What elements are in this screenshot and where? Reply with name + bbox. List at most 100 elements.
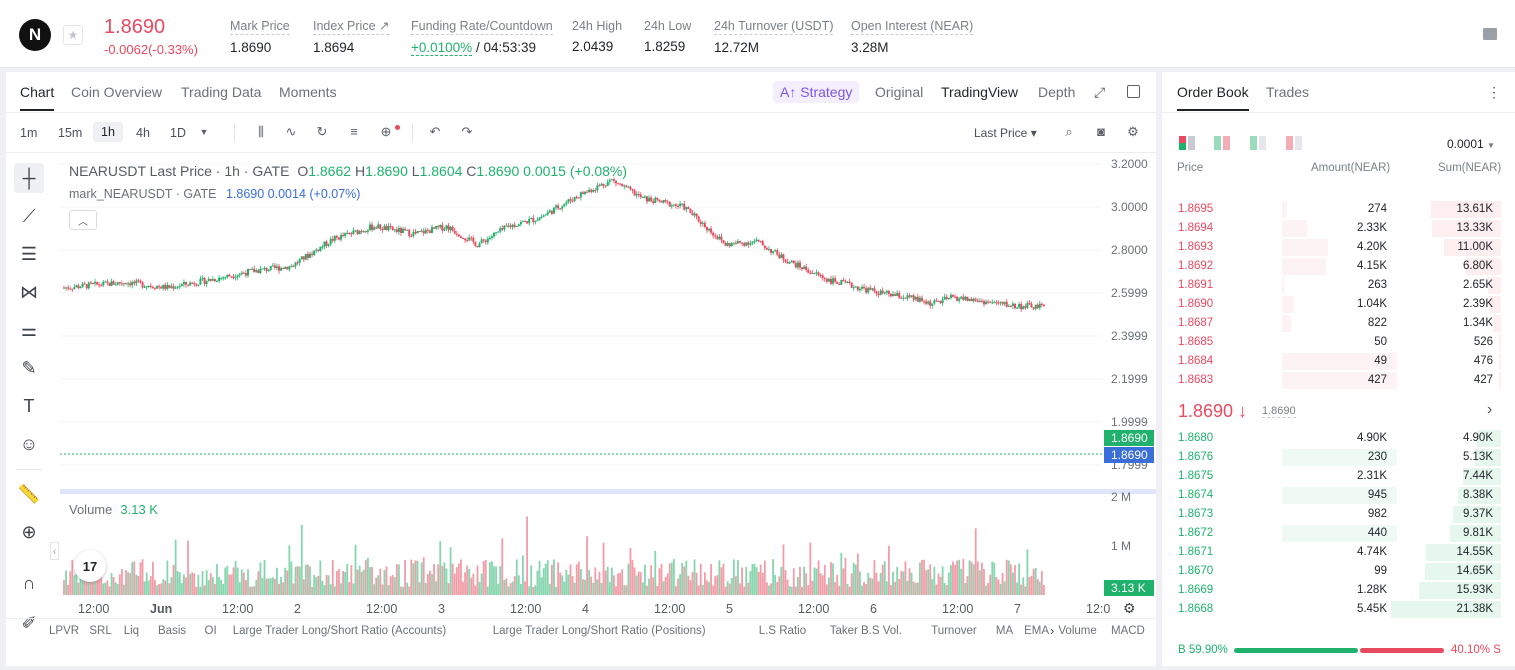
candle-body (722, 240, 725, 243)
magnet-icon[interactable]: ∩ (22, 572, 36, 593)
projection-icon[interactable]: ⚌ (20, 319, 38, 340)
indicator-tab[interactable]: MA (995, 625, 1014, 637)
fullscreen-icon[interactable]: ⤢ (1094, 84, 1106, 100)
ask-row[interactable]: 1.8684 49 476 (1162, 352, 1507, 371)
search-icon[interactable]: ⌕ (1065, 124, 1073, 139)
window-icon[interactable] (1127, 85, 1140, 98)
book-icon[interactable] (1483, 28, 1497, 40)
interval-4h[interactable]: 4h (136, 126, 150, 140)
tab-depth[interactable]: Depth (1038, 84, 1076, 100)
indicator-tab[interactable]: Large Trader Long/Short Ratio (Accounts) (232, 625, 447, 637)
price-type-select[interactable]: Last Price ▾ (974, 126, 1037, 140)
ask-row[interactable]: 1.8683 427 427 (1162, 371, 1507, 390)
bid-row[interactable]: 1.8675 2.31K 7.44K (1162, 467, 1507, 486)
camera-icon[interactable]: ◙ (1097, 124, 1105, 139)
undo-icon[interactable]: ↶ (429, 124, 441, 139)
indicator-tab[interactable]: Taker B.S Vol. (829, 625, 902, 637)
text-tool-icon[interactable]: T (23, 395, 35, 416)
favorite-star-icon[interactable]: ★ (63, 25, 83, 45)
crosshair-icon[interactable]: ┼ (14, 163, 44, 193)
pattern-icon[interactable]: ⋈ (20, 281, 38, 302)
view-buys-only-icon[interactable] (1250, 136, 1266, 150)
candlestick-chart[interactable] (6, 72, 1156, 666)
volume-bar (774, 575, 777, 595)
view-both-icon[interactable] (1179, 136, 1195, 150)
gear-icon[interactable]: ⚙ (1127, 124, 1139, 139)
redo-icon[interactable]: ↷ (461, 124, 473, 139)
trendline-icon[interactable]: ⟋ (22, 205, 36, 226)
indicators-next-icon[interactable]: › (1050, 623, 1055, 638)
fib-lines-icon[interactable]: ☰ (20, 243, 38, 264)
ask-row[interactable]: 1.8694 2.33K 13.33K (1162, 219, 1507, 238)
ask-row[interactable]: 1.8685 50 526 (1162, 333, 1507, 352)
indicator-tab[interactable]: Large Trader Long/Short Ratio (Positions… (492, 625, 706, 637)
tab-original[interactable]: Original (875, 84, 924, 100)
emoji-icon[interactable]: ☺ (19, 433, 39, 454)
indicator-tab[interactable]: Volume (1058, 625, 1097, 637)
indicator-tab[interactable]: LPVR (49, 625, 80, 637)
ask-row[interactable]: 1.8691 263 2.65K (1162, 276, 1507, 295)
interval-dropdown-icon[interactable]: ▼ (199, 127, 209, 137)
view-sells-only-icon[interactable] (1286, 136, 1302, 150)
tradingview-logo-icon[interactable]: 17 (74, 550, 106, 582)
ask-row[interactable]: 1.8690 1.04K 2.39K (1162, 295, 1507, 314)
candles-icon[interactable]: ⫼ (258, 124, 264, 139)
bid-row[interactable]: 1.8674 945 8.38K (1162, 486, 1507, 505)
tab-chart[interactable]: Chart (20, 84, 55, 111)
bid-row[interactable]: 1.8670 99 14.65K (1162, 562, 1507, 581)
time-axis-settings-icon[interactable]: ⚙ (1123, 600, 1136, 616)
indicator-tab[interactable]: SRL (89, 625, 112, 637)
tab-trades[interactable]: Trades (1266, 84, 1310, 100)
view-bids-icon[interactable] (1214, 136, 1230, 150)
indicators-icon[interactable]: ∿ (285, 124, 297, 139)
compare-icon[interactable]: ↻ (316, 124, 328, 139)
candle-body (513, 224, 516, 227)
interval-1d[interactable]: 1D (170, 126, 186, 140)
alert-list-icon[interactable]: ≡ (350, 124, 358, 139)
strategy-button[interactable]: A↑ Strategy (773, 81, 860, 103)
indicator-tab[interactable]: Basis (158, 625, 187, 637)
collapse-toolbar-icon[interactable]: ‹ (50, 542, 59, 560)
indicator-tab[interactable]: Liq (123, 625, 140, 637)
volume-bar (571, 576, 574, 595)
candle-body (774, 250, 777, 252)
tab-trading-data[interactable]: Trading Data (181, 84, 262, 100)
bid-row[interactable]: 1.8676 230 5.13K (1162, 448, 1507, 467)
brush-icon[interactable]: ✎ (21, 357, 37, 378)
bid-row[interactable]: 1.8672 440 9.81K (1162, 524, 1507, 543)
tab-moments[interactable]: Moments (279, 84, 337, 100)
ask-row[interactable]: 1.8692 4.15K 6.80K (1162, 257, 1507, 276)
ruler-icon[interactable]: 📏 (17, 483, 41, 504)
add-indicator-icon[interactable]: ⊕ (380, 124, 392, 139)
indicator-tab[interactable]: EMA (1024, 625, 1050, 637)
stat-index-price[interactable]: Index Price ↗ 1.8694 (313, 18, 390, 55)
bid-row[interactable]: 1.8673 982 9.37K (1162, 505, 1507, 524)
bid-row[interactable]: 1.8668 5.45K 21.38K (1162, 600, 1507, 619)
more-options-icon[interactable]: ⋮ (1487, 84, 1501, 100)
bid-row[interactable]: 1.8680 4.90K 4.90K (1162, 429, 1507, 448)
ask-row[interactable]: 1.8693 4.20K 11.00K (1162, 238, 1507, 257)
volume-bar (803, 566, 806, 595)
indicator-tab[interactable]: OI (204, 625, 217, 637)
interval-1h[interactable]: 1h (93, 122, 123, 142)
tab-tradingview[interactable]: TradingView (941, 84, 1019, 100)
tab-order-book[interactable]: Order Book (1177, 84, 1249, 111)
candle-body (397, 228, 400, 233)
pencil-lock-icon[interactable]: ✐ (21, 612, 37, 633)
indicator-tab[interactable]: L.S Ratio (758, 625, 807, 637)
ask-row[interactable]: 1.8695 274 13.61K (1162, 200, 1507, 219)
indicator-tab[interactable]: Turnover (931, 625, 977, 637)
bid-row[interactable]: 1.8669 1.28K 15.93K (1162, 581, 1507, 600)
interval-15m[interactable]: 15m (58, 126, 83, 140)
bid-row[interactable]: 1.8671 4.74K 14.55K (1162, 543, 1507, 562)
tab-coin-overview[interactable]: Coin Overview (71, 84, 163, 100)
chevron-right-icon[interactable]: › (1487, 401, 1493, 418)
indicator-tab[interactable]: MACD (1111, 625, 1145, 637)
candle-body (275, 266, 278, 268)
collapse-legend-button[interactable]: ︿ (69, 210, 97, 230)
volume-bar (619, 572, 622, 595)
ask-row[interactable]: 1.8687 822 1.34K (1162, 314, 1507, 333)
interval-1m[interactable]: 1m (20, 126, 38, 140)
zoom-in-icon[interactable]: ⊕ (21, 521, 37, 542)
precision-select[interactable]: 0.0001 ▼ (1447, 137, 1495, 151)
